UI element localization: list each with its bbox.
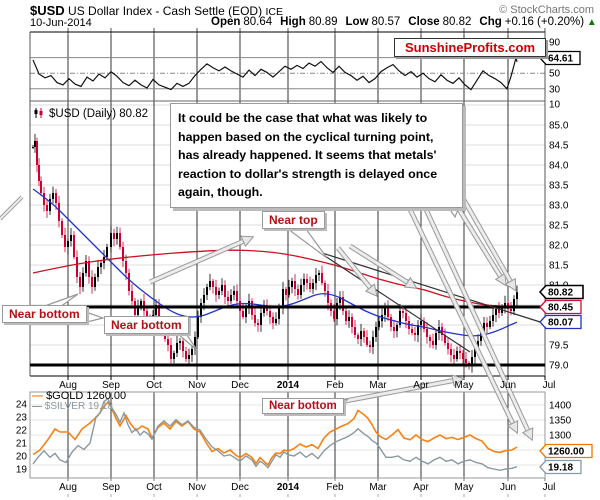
svg-text:81.5: 81.5 [549, 261, 569, 272]
svg-text:Dec: Dec [231, 482, 249, 493]
svg-text:Jul: Jul [543, 380, 556, 391]
svg-text:Apr: Apr [413, 482, 429, 493]
svg-text:30: 30 [549, 85, 561, 96]
svg-text:Oct: Oct [146, 380, 162, 391]
svg-text:Aug: Aug [59, 380, 77, 391]
svg-text:Dec: Dec [231, 380, 249, 391]
svg-text:2014: 2014 [277, 380, 300, 391]
svg-text:Nov: Nov [188, 380, 206, 391]
ohlc-label-open: Open [211, 16, 241, 28]
svg-text:10: 10 [549, 100, 561, 111]
main-panel-legend-text: $USD (Daily) 80.82 [49, 108, 149, 120]
svg-text:79.5: 79.5 [549, 341, 569, 352]
svg-text:Feb: Feb [326, 380, 344, 391]
sunshineprofits-branding-badge: SunshineProfits.com [394, 38, 546, 57]
svg-text:80.07: 80.07 [548, 318, 573, 329]
svg-text:83.0: 83.0 [549, 201, 569, 212]
annotation-note: It could be the case that what was likel… [170, 103, 463, 208]
svg-text:84.0: 84.0 [549, 161, 569, 172]
svg-text:Nov: Nov [188, 482, 206, 493]
silver-legend-text: $SILVER 19.18 [44, 401, 113, 412]
svg-text:Mar: Mar [369, 482, 387, 493]
silver-legend: — $SILVER 19.18 [32, 401, 113, 412]
ohlc-label-chg: Chg [479, 16, 502, 28]
svg-text:Jul: Jul [543, 482, 556, 493]
svg-text:2014: 2014 [277, 482, 300, 493]
quote-date: 10-Jun-2014 [30, 17, 92, 29]
svg-text:May: May [455, 380, 474, 391]
ohlc-label-high: High [280, 16, 306, 28]
ohlc-label-close: Close [408, 16, 440, 28]
ohlc-value-open: 80.64 [243, 16, 273, 28]
gold-legend: — $GOLD 1260.00 [32, 390, 126, 402]
svg-text:1350: 1350 [549, 416, 572, 427]
svg-text:Mar: Mar [369, 380, 387, 391]
svg-text:19.18: 19.18 [548, 463, 573, 474]
svg-text:80.82: 80.82 [548, 288, 573, 299]
near-top-label: Near top [262, 211, 325, 229]
svg-text:85.0: 85.0 [549, 121, 569, 132]
change-up-arrow-icon: ▲ [584, 17, 597, 28]
svg-text:90: 90 [549, 38, 561, 49]
silver-line-swatch: — [32, 401, 42, 412]
svg-text:83.5: 83.5 [549, 181, 569, 192]
svg-text:May: May [455, 482, 474, 493]
exchange-label: ICE [265, 6, 283, 18]
svg-text:20: 20 [16, 452, 28, 463]
svg-text:21: 21 [16, 439, 28, 450]
svg-text:Oct: Oct [146, 482, 162, 493]
ohlc-row: Open 80.64 High 80.89 Low 80.57 Close 80.82 Chg +… [203, 16, 597, 28]
svg-text:84.5: 84.5 [549, 141, 569, 152]
svg-text:Sep: Sep [102, 482, 120, 493]
svg-text:Sep: Sep [102, 380, 120, 391]
ohlc-value-chg: +0.16 (+0.20%) [504, 16, 585, 28]
ticker-symbol: $USD [30, 3, 65, 18]
svg-text:Jun: Jun [500, 380, 516, 391]
svg-text:50: 50 [549, 69, 561, 80]
ohlc-label-low: Low [345, 16, 369, 28]
near-bottom-left-label: Near bottom [2, 305, 87, 323]
gold-line-swatch: — [32, 390, 43, 402]
instrument-name: US Dollar Index - Cash Settle (EOD) [68, 4, 263, 18]
near-bottom-mid-label: Near bottom [104, 316, 189, 334]
ohlc-value-low: 80.57 [371, 16, 401, 28]
svg-text:82.5: 82.5 [549, 221, 569, 232]
svg-text:82.0: 82.0 [549, 241, 569, 252]
near-bottom-lower-label: Near bottom [262, 398, 344, 414]
ohlc-value-close: 80.82 [442, 16, 472, 28]
svg-text:1260.00: 1260.00 [548, 447, 585, 458]
svg-text:Feb: Feb [326, 482, 344, 493]
svg-text:64.61: 64.61 [548, 54, 573, 65]
chart-title: $USD US Dollar Index - Cash Settle (EOD)… [30, 3, 283, 18]
svg-text:22: 22 [16, 426, 28, 437]
svg-text:Apr: Apr [413, 380, 429, 391]
svg-text:79.0: 79.0 [549, 361, 569, 372]
svg-text:1300: 1300 [549, 431, 572, 442]
svg-text:23: 23 [16, 413, 28, 424]
ohlc-value-high: 80.89 [308, 16, 338, 28]
svg-text:19: 19 [16, 465, 28, 476]
copyright: © StockCharts.com [499, 4, 594, 16]
gold-legend-text: $GOLD 1260.00 [46, 390, 127, 402]
svg-text:24: 24 [16, 400, 28, 411]
mini-candlestick-icon [34, 108, 43, 118]
svg-text:1400: 1400 [549, 401, 572, 412]
svg-text:Jun: Jun [500, 482, 516, 493]
svg-text:80.45: 80.45 [548, 303, 573, 314]
main-panel-legend: $USD (Daily) 80.82 [34, 108, 148, 120]
svg-text:Aug: Aug [59, 482, 77, 493]
